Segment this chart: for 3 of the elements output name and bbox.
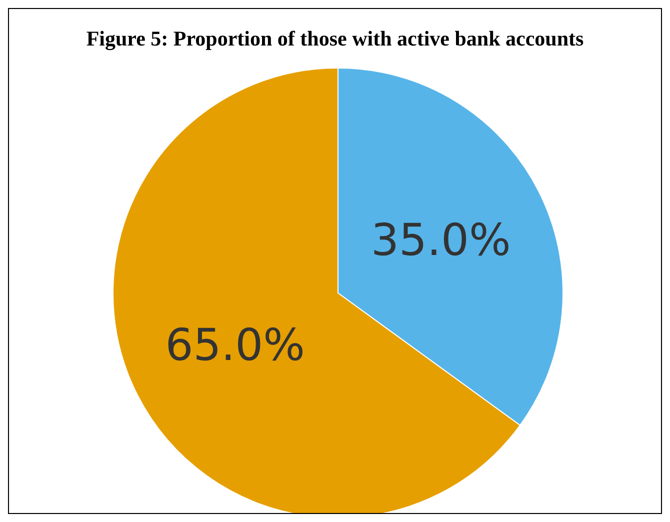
data-label: 35.0% (371, 215, 511, 266)
data-label: 65.0% (165, 320, 305, 371)
chart-title: Figure 5: Proportion of those with active bank accounts (86, 26, 584, 50)
